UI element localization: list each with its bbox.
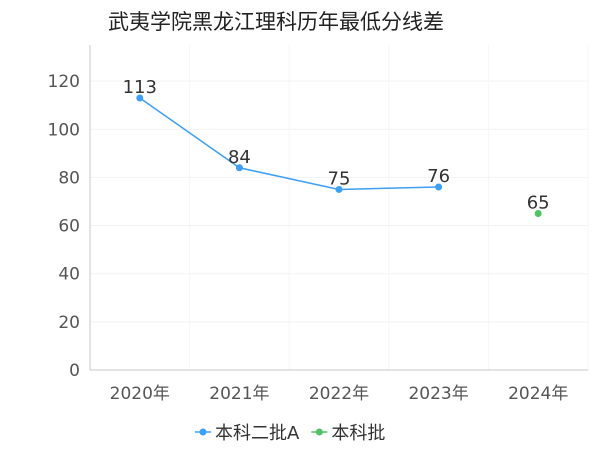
- data-point: [136, 94, 144, 102]
- legend: 本科二批A 本科批: [195, 423, 385, 444]
- x-tick-label: 2020年: [110, 384, 170, 404]
- x-tick-label: 2023年: [408, 384, 468, 404]
- legend-marker: [199, 428, 207, 436]
- data-point: [534, 210, 542, 218]
- y-tick-label: 80: [58, 168, 80, 188]
- axes: [89, 45, 588, 371]
- x-tick-labels: 2020年 2021年 2022年 2023年 2024年: [110, 384, 569, 404]
- data-label: 75: [328, 168, 351, 189]
- chart-title: 武夷学院黑龙江理科历年最低分线差: [108, 10, 444, 34]
- y-tick-label: 0: [69, 361, 80, 381]
- y-tick-label: 20: [58, 313, 80, 333]
- grid-lines: [89, 45, 589, 370]
- data-label: 76: [427, 166, 450, 187]
- data-label: 65: [527, 193, 550, 214]
- x-tick-label: 2022年: [309, 384, 369, 404]
- x-tick-label: 2021年: [209, 384, 269, 404]
- series-line-0: [139, 97, 439, 191]
- data-point: [435, 183, 443, 191]
- data-point: [335, 185, 343, 193]
- y-tick-label: 40: [58, 265, 80, 285]
- y-tick-label: 100: [48, 120, 80, 140]
- y-tick-label: 60: [58, 217, 80, 237]
- data-labels: 113 84 75 76 65: [123, 77, 550, 214]
- data-label: 84: [228, 147, 251, 168]
- legend-label: 本科批: [331, 423, 385, 444]
- legend-marker: [315, 428, 323, 436]
- y-tick-labels: 0 20 40 60 80 100 120: [48, 72, 80, 381]
- data-label: 113: [123, 77, 157, 98]
- data-point: [235, 164, 243, 172]
- series: [136, 94, 542, 218]
- legend-label: 本科二批A: [215, 423, 300, 444]
- x-tick-label: 2024年: [508, 384, 568, 404]
- y-tick-label: 120: [48, 72, 80, 92]
